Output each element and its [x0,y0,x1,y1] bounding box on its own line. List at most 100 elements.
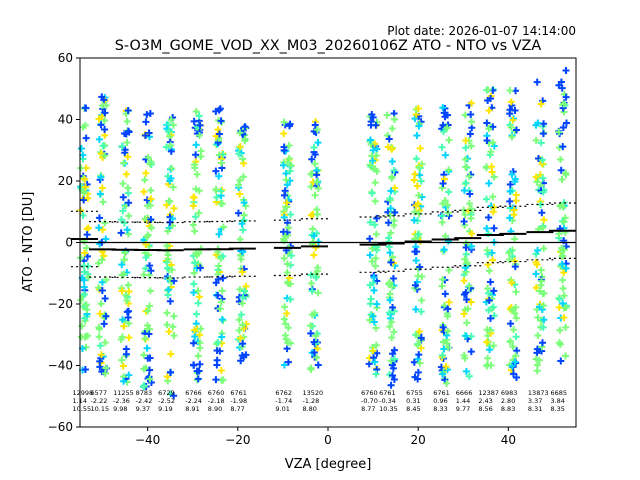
data-point [146,262,154,270]
data-point [511,175,519,183]
data-point [506,180,514,188]
data-point [213,356,221,364]
data-point [486,278,494,286]
data-point [533,345,541,353]
data-point [235,316,243,324]
data-point [462,163,470,171]
data-point [416,144,424,152]
data-point [537,266,545,274]
data-point [465,282,473,290]
data-point [125,319,133,327]
data-point [238,351,246,359]
data-point [190,194,198,202]
data-point [462,179,470,187]
data-point [489,123,497,131]
data-point [557,201,565,209]
data-point [390,115,398,123]
data-point [95,284,103,292]
data-point [467,99,475,107]
data-point [191,227,199,235]
data-point [140,271,148,279]
data-point [414,200,422,208]
data-point [311,150,319,158]
data-point [144,307,152,315]
data-point [463,319,471,327]
data-point [119,207,127,215]
data-point [239,155,247,163]
data-point [95,115,103,123]
data-point [508,279,516,287]
data-point [166,297,174,305]
data-point [389,364,397,372]
data-point [488,163,496,171]
data-point [280,315,288,323]
data-point [99,198,107,206]
data-point [164,128,172,136]
column-stat-label: 6755 [406,389,423,397]
data-point [140,382,148,390]
data-point [443,379,451,387]
data-point [313,171,321,179]
column-stat-label: 6761 [433,389,450,397]
data-point [283,268,291,276]
data-point [509,116,517,124]
data-point [386,290,394,298]
data-point [388,173,396,181]
data-point [391,184,399,192]
data-point [283,181,291,189]
column-stat-label: 2.43 [478,397,492,405]
data-point [119,316,127,324]
data-point [283,310,291,318]
data-point [215,230,223,238]
data-point [239,226,247,234]
data-point [236,190,244,198]
data-point [147,267,155,275]
data-point [98,256,106,264]
data-point [368,257,376,265]
data-point [118,356,126,364]
data-point [372,324,380,332]
data-point [218,315,226,323]
data-point [284,159,292,167]
data-point [313,178,321,186]
data-point [142,169,150,177]
data-point [143,196,151,204]
data-point [462,144,470,152]
data-point [444,201,452,209]
data-point [468,230,476,238]
data-point [462,367,470,375]
y-tick-label: 20 [58,174,73,188]
data-point [366,218,374,226]
data-point [445,166,453,174]
data-point [281,232,289,240]
data-point [467,298,475,306]
data-point [124,313,132,321]
data-point [445,136,453,144]
data-point [310,338,318,346]
data-point [506,106,514,114]
data-point [280,118,288,126]
data-point [388,318,396,326]
data-point [483,119,491,127]
data-point [372,151,380,159]
data-point [441,232,449,240]
column-stat-label: 6760 [361,389,378,397]
data-point [219,274,227,282]
column-stat-label: -2.18 [208,397,225,405]
data-point [82,301,90,309]
data-point [195,293,203,301]
data-point [560,292,568,300]
column-stat-label: 8.35 [550,405,564,413]
data-point [142,118,150,126]
data-point [163,309,171,317]
data-point [489,208,497,216]
data-point [125,287,133,295]
data-point [369,157,377,165]
data-point [219,151,227,159]
column-stat-label: 10.55 [73,405,92,413]
data-point [101,339,109,347]
data-point [388,372,396,380]
data-point [239,321,247,329]
data-point [483,164,491,172]
data-point [538,156,546,164]
